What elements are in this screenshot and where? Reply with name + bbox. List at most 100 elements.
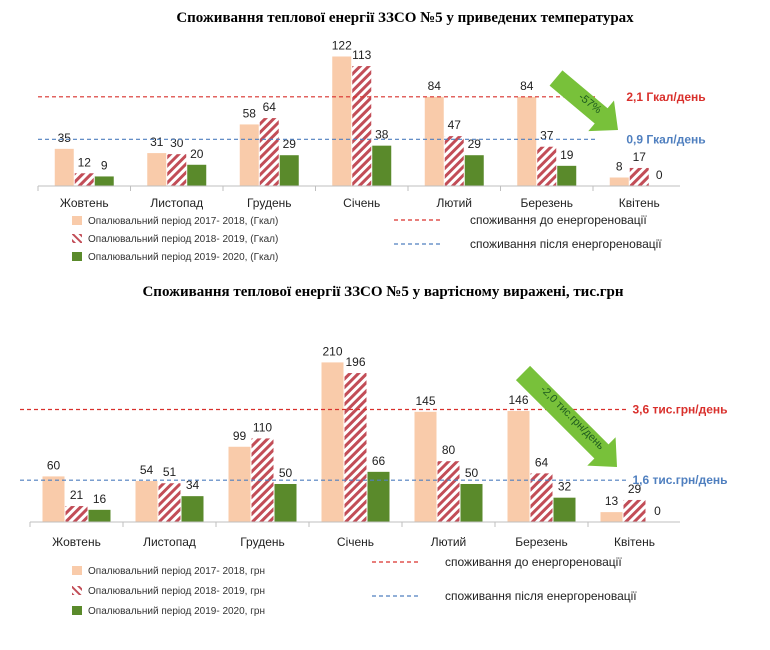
chart1-legend-label: Опалювальний період 2019- 2020, (Гкал) xyxy=(88,252,278,263)
chart2-reduction-arrow xyxy=(515,365,618,468)
chart1-value-label: 113 xyxy=(352,48,371,62)
chart2-value-label: 80 xyxy=(442,443,456,457)
chart1-bar-s1-0 xyxy=(54,148,74,186)
chart1-value-label: 12 xyxy=(78,155,92,169)
chart2-bar-s1-6 xyxy=(600,512,623,522)
chart2-title: Споживання теплової енергії ЗЗСО №5 у ва… xyxy=(142,284,623,300)
chart-temperature: Споживання теплової енергії ЗЗСО №5 у пр… xyxy=(37,10,706,263)
chart1-category-label: Грудень xyxy=(247,196,292,210)
chart1-legend-swatch xyxy=(72,234,82,243)
chart1-bar-s3-5 xyxy=(557,165,577,186)
chart2-category-label: Жовтень xyxy=(52,535,101,549)
chart2-category-label: Квітень xyxy=(614,535,655,549)
chart1-value-label: 0 xyxy=(656,168,663,182)
chart2-category-label: Березень xyxy=(515,535,568,549)
chart1-bar-s1-3 xyxy=(332,56,352,186)
chart2-value-label: 32 xyxy=(558,480,572,494)
chart1-value-label: 84 xyxy=(428,79,442,93)
chart2-arrow-shape xyxy=(515,365,618,468)
chart1-bar-s3-3 xyxy=(372,145,392,186)
chart2-bar-s1-4 xyxy=(414,411,437,522)
chart1-legend-label: Опалювальний період 2018- 2019, (Гкал) xyxy=(88,234,278,245)
chart2-legend-label: Опалювальний період 2017- 2018, грн xyxy=(88,566,265,577)
chart1-value-label: 20 xyxy=(190,147,204,161)
chart2-bar-s2-5 xyxy=(530,473,553,522)
chart2-bar-s3-4 xyxy=(460,484,483,522)
chart2-value-label: 110 xyxy=(253,420,272,434)
chart2-value-label: 210 xyxy=(322,344,342,358)
chart1-title: Споживання теплової енергії ЗЗСО №5 у пр… xyxy=(176,10,634,26)
chart2-category-label: Лютий xyxy=(431,535,467,549)
chart1-value-label: 9 xyxy=(101,158,108,172)
chart2-bar-s3-2 xyxy=(274,484,297,522)
chart1-bar-s3-2 xyxy=(279,155,299,186)
chart1-bar-s3-0 xyxy=(94,176,114,186)
chart1-ref-legend-label: споживання до енергореновації xyxy=(470,213,647,227)
chart2-bar-s2-3 xyxy=(344,373,367,522)
chart2-value-label: 50 xyxy=(279,466,293,480)
chart2-bar-s1-1 xyxy=(135,480,158,522)
chart1-legend-swatch xyxy=(72,216,82,225)
chart1-ref-legend-label: споживання після енергореновації xyxy=(470,237,662,251)
chart2-value-label: 66 xyxy=(372,454,386,468)
chart1-category-label: Січень xyxy=(343,196,380,210)
chart2-bar-s3-3 xyxy=(367,471,390,522)
chart1-bar-s1-6 xyxy=(609,177,629,186)
chart1-bar-s1-2 xyxy=(239,124,259,186)
chart1-category-label: Листопад xyxy=(150,196,203,210)
chart2-bar-s2-6 xyxy=(623,499,646,522)
chart2-legend-swatch xyxy=(72,566,82,575)
chart2-bar-s3-0 xyxy=(88,509,111,522)
chart1-value-label: 29 xyxy=(283,137,297,151)
chart1-bar-s2-3 xyxy=(352,66,372,186)
chart1-bar-s3-1 xyxy=(187,164,207,186)
chart2-bar-s1-2 xyxy=(228,446,251,522)
chart2-arrow-label: -2,0 тис.грн/день xyxy=(538,383,607,452)
chart1-bar-s2-6 xyxy=(629,167,649,186)
chart2-bar-s2-4 xyxy=(437,461,460,522)
chart2-value-label: 13 xyxy=(605,494,619,508)
chart1-bar-s1-4 xyxy=(424,96,444,186)
chart1-value-label: 84 xyxy=(520,79,534,93)
chart-cost: Споживання теплової енергії ЗЗСО №5 у ва… xyxy=(20,284,728,617)
chart2-category-label: Січень xyxy=(337,535,374,549)
chart2-legend-label: Опалювальний період 2019- 2020, грн xyxy=(88,606,265,617)
chart2-legend: Опалювальний період 2017- 2018, грн Опалю… xyxy=(72,555,637,617)
chart1-category-label: Квітень xyxy=(619,196,660,210)
chart2-ref-legend-label: споживання до енергореновації xyxy=(445,555,622,569)
chart2-ref-label-blue: 1,6 тис.грн/день xyxy=(632,473,727,487)
chart2-legend-swatch xyxy=(72,606,82,615)
chart2-ref-label-red: 3,6 тис.грн/день xyxy=(632,403,727,417)
chart1-ref-label-red: 2,1 Гкал/день xyxy=(626,90,705,104)
chart1-category-label: Лютий xyxy=(436,196,472,210)
chart1-bar-s3-4 xyxy=(464,155,484,186)
chart1-reduction-arrow xyxy=(549,70,619,132)
chart2-category-label: Листопад xyxy=(143,535,196,549)
chart1-marks: 35 12 9 Жовтень 31 30 20 Листопад 58 64 29 Грудень 1… xyxy=(37,38,663,210)
chart1-value-label: 35 xyxy=(58,131,72,145)
chart1-value-label: 64 xyxy=(263,100,277,114)
chart2-value-label: 146 xyxy=(508,393,528,407)
chart2-ref-lines: 3,6 тис.грн/день 1,6 тис.грн/день -2,0 тис… xyxy=(20,365,728,487)
chart2-bar-s2-1 xyxy=(158,483,181,522)
chart1-ref-label-blue: 0,9 Гкал/день xyxy=(626,132,705,146)
chart1-bar-s2-4 xyxy=(444,136,464,186)
chart1-value-label: 19 xyxy=(560,148,574,162)
chart2-ref-legend-label: споживання після енергореновації xyxy=(445,589,637,603)
chart2-marks: 60 21 16 Жовтень 54 51 34 Листопад 99 110 50 Груден… xyxy=(29,344,661,549)
chart1-legend-swatch xyxy=(72,252,82,261)
chart2-value-label: 34 xyxy=(186,478,200,492)
chart2-value-label: 64 xyxy=(535,455,549,469)
chart2-value-label: 99 xyxy=(233,429,247,443)
chart1-arrow-shape xyxy=(549,70,619,132)
chart1-bar-s2-2 xyxy=(259,118,279,186)
chart2-bar-s1-0 xyxy=(42,476,65,522)
chart1-legend-label: Опалювальний період 2017- 2018, (Гкал) xyxy=(88,216,278,227)
chart2-value-label: 60 xyxy=(47,458,61,472)
chart2-value-label: 54 xyxy=(140,463,154,477)
chart1-value-label: 17 xyxy=(633,150,647,164)
chart2-value-label: 16 xyxy=(93,492,107,506)
chart2-bar-s3-1 xyxy=(181,496,204,522)
